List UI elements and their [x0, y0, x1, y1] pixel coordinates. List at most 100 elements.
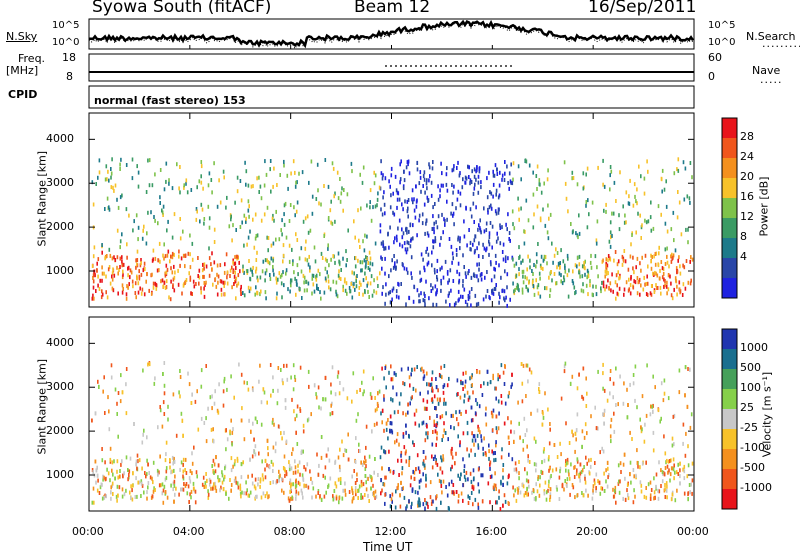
- freq-panel-frame: [88, 53, 695, 82]
- radar-return: [528, 367, 531, 372]
- radar-return: [576, 255, 579, 260]
- radar-return: [513, 467, 516, 472]
- radar-return: [422, 298, 425, 303]
- radar-return: [382, 285, 384, 290]
- radar-return: [133, 422, 135, 426]
- radar-return: [473, 174, 476, 179]
- radar-return: [466, 431, 469, 436]
- radar-return: [173, 288, 176, 293]
- radar-return: [630, 480, 632, 485]
- radar-return: [666, 246, 668, 251]
- radar-return: [685, 227, 687, 232]
- radar-return: [379, 229, 382, 234]
- radar-return: [483, 229, 486, 234]
- radar-return: [424, 455, 427, 460]
- radar-return: [388, 370, 390, 375]
- radar-return: [233, 282, 235, 286]
- colorbar-segment: [722, 369, 737, 390]
- radar-return: [286, 377, 289, 382]
- radar-return: [430, 180, 433, 185]
- radar-return: [383, 449, 385, 454]
- radar-return: [602, 386, 604, 391]
- radar-return: [232, 427, 234, 432]
- radar-return: [315, 395, 318, 400]
- radar-return: [602, 449, 605, 454]
- radar-return: [189, 479, 192, 484]
- radar-return: [535, 278, 537, 283]
- radar-return: [652, 409, 654, 414]
- radar-return: [171, 235, 174, 240]
- radar-return: [503, 382, 506, 386]
- radar-return: [627, 493, 629, 498]
- radar-return: [356, 478, 358, 482]
- radar-return: [672, 210, 675, 215]
- radar-return: [660, 484, 662, 488]
- radar-return: [439, 194, 441, 199]
- radar-return: [663, 434, 665, 439]
- radar-return: [112, 288, 115, 293]
- radar-return: [203, 274, 205, 279]
- radar-return: [137, 281, 140, 286]
- radar-return: [657, 263, 660, 268]
- radar-return: [609, 257, 612, 262]
- radar-return: [396, 238, 398, 243]
- radar-return: [606, 263, 609, 268]
- radar-return: [376, 197, 379, 202]
- radar-return: [401, 202, 403, 207]
- radar-return: [499, 170, 501, 175]
- radar-return: [495, 396, 497, 401]
- radar-return: [239, 487, 242, 492]
- radar-return: [405, 226, 407, 231]
- radar-return: [470, 448, 472, 453]
- radar-return: [275, 480, 277, 485]
- radar-return: [393, 371, 396, 376]
- radar-return: [574, 495, 576, 500]
- radar-return: [109, 281, 112, 286]
- radar-return: [488, 252, 490, 257]
- radar-return: [173, 483, 176, 488]
- radar-return: [392, 385, 394, 390]
- radar-return: [452, 211, 455, 216]
- radar-return: [457, 422, 460, 427]
- radar-return: [419, 175, 422, 180]
- radar-return: [191, 292, 193, 296]
- radar-return: [383, 190, 385, 195]
- radar-return: [205, 472, 207, 476]
- radar-return: [535, 264, 537, 269]
- radar-return: [686, 194, 689, 199]
- radar-return: [168, 181, 170, 186]
- radar-return: [587, 274, 590, 279]
- radar-return: [196, 474, 198, 479]
- radar-return: [152, 489, 155, 494]
- colorbar-segment: [722, 178, 737, 199]
- radar-return: [327, 279, 330, 284]
- radar-return: [220, 485, 222, 490]
- radar-return: [506, 227, 508, 232]
- radar-return: [159, 408, 162, 413]
- radar-return: [626, 387, 628, 392]
- radar-return: [299, 482, 301, 487]
- radar-return: [307, 230, 310, 235]
- radar-return: [623, 452, 626, 457]
- radar-return: [399, 162, 401, 167]
- radar-return: [153, 215, 155, 219]
- radar-return: [101, 243, 103, 247]
- radar-return: [108, 207, 111, 212]
- radar-return: [556, 455, 559, 459]
- radar-return: [159, 454, 161, 459]
- radar-return: [464, 384, 466, 389]
- radar-return: [407, 366, 409, 371]
- radar-return: [485, 248, 487, 253]
- radar-return: [234, 261, 237, 266]
- radar-return: [358, 280, 361, 285]
- radar-return: [655, 283, 657, 288]
- radar-return: [629, 472, 631, 477]
- radar-return: [617, 481, 620, 486]
- radar-return: [198, 179, 201, 184]
- radar-return: [151, 183, 154, 188]
- radar-return: [91, 500, 94, 505]
- radar-return: [240, 372, 243, 377]
- radar-return: [119, 239, 122, 244]
- radar-return: [416, 365, 418, 369]
- radar-return: [134, 291, 137, 295]
